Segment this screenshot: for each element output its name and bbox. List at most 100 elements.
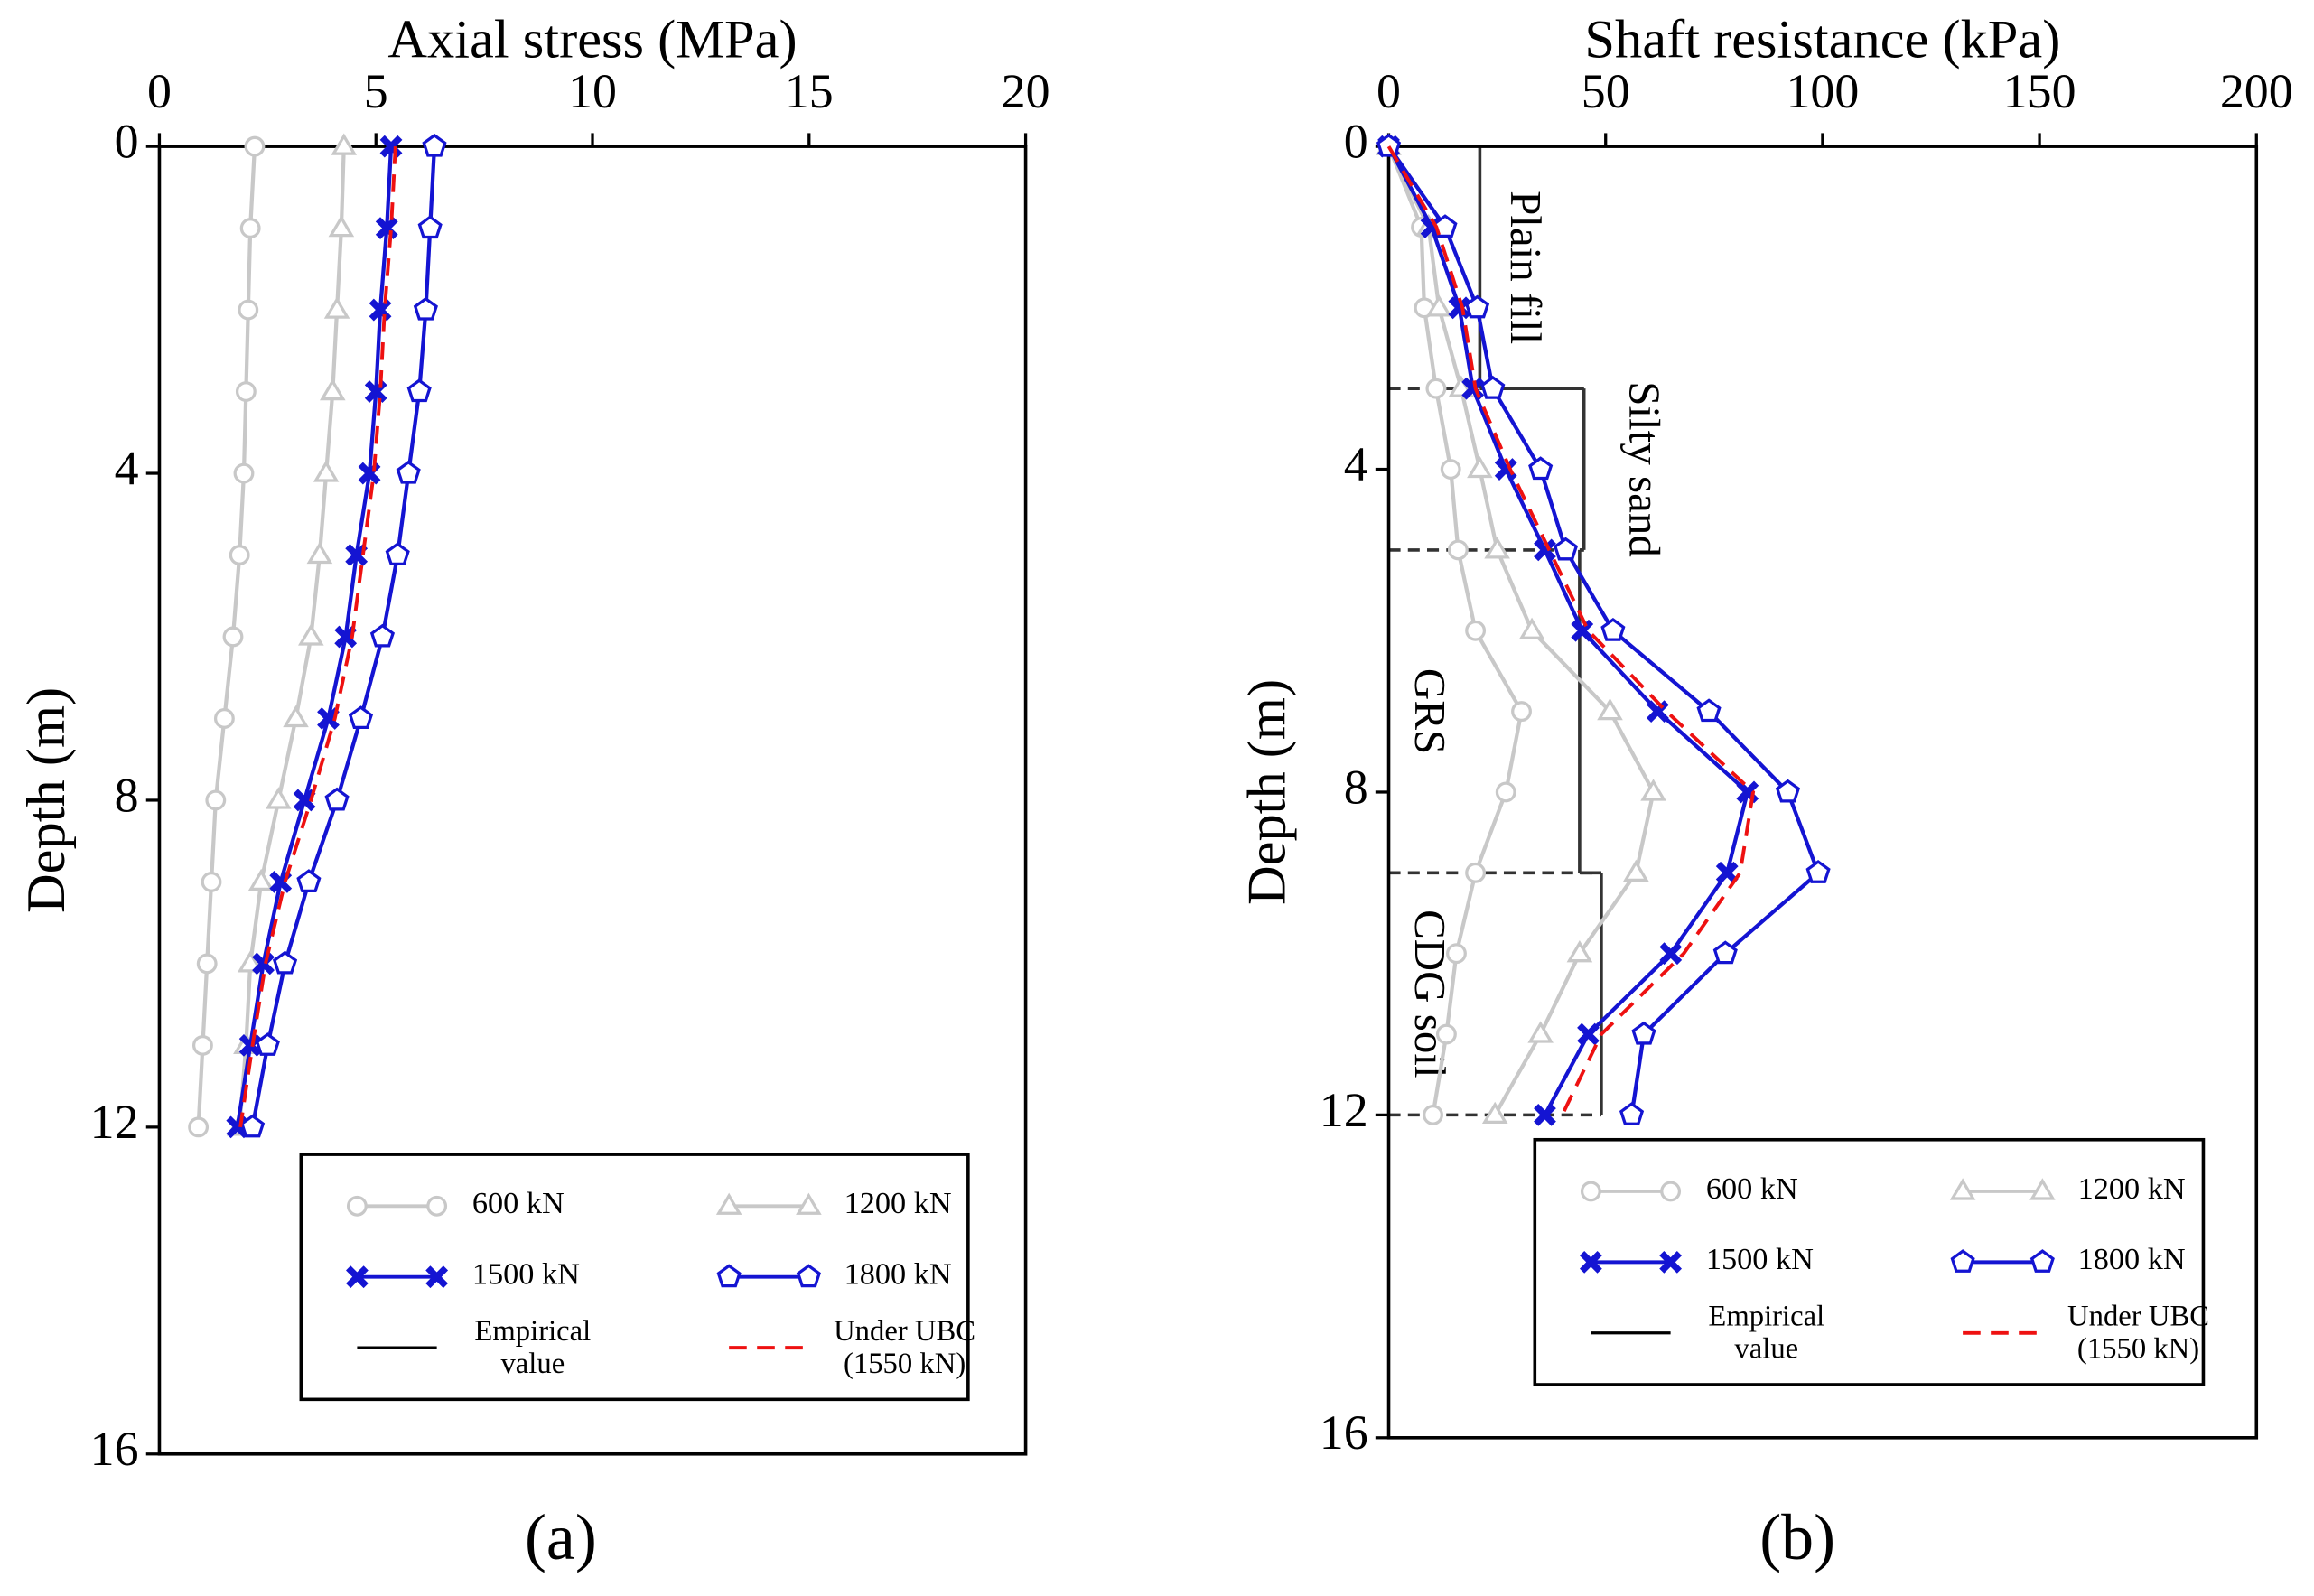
x-tick-label: 200	[2220, 64, 2293, 118]
marker	[346, 1195, 368, 1217]
legend-label: 1800 kN	[844, 1257, 952, 1292]
marker	[233, 462, 255, 484]
marker	[324, 787, 350, 811]
layer-label: GRS	[1405, 668, 1455, 754]
marker	[205, 789, 227, 811]
legend-label-text: Under UBC (1550 kN)	[834, 1315, 976, 1381]
marker	[2029, 1249, 2055, 1273]
marker	[1528, 456, 1554, 481]
x-axis-title: Shaft resistance (kPa)	[1584, 9, 2060, 70]
marker	[1640, 779, 1666, 801]
legend-label-text: Empirical value	[474, 1315, 592, 1381]
marker	[1481, 1101, 1508, 1125]
marker	[237, 950, 264, 973]
marker	[417, 215, 443, 239]
marker	[1715, 861, 1739, 884]
marker	[313, 460, 340, 482]
marker	[1376, 133, 1402, 157]
marker	[385, 542, 410, 566]
marker	[191, 1034, 213, 1056]
x-tick-label: 0	[147, 64, 172, 118]
marker	[1631, 1021, 1656, 1045]
marker	[235, 381, 257, 402]
marker	[796, 1192, 822, 1215]
marker	[1447, 539, 1469, 561]
marker	[346, 1265, 369, 1289]
x-tick-label: 100	[1786, 64, 1859, 118]
marker	[229, 545, 250, 565]
legend-label: 600 kN	[472, 1186, 565, 1220]
marker	[201, 871, 222, 892]
marker	[1597, 697, 1623, 721]
series-line	[1386, 145, 1756, 1116]
marker	[222, 626, 244, 648]
y-tick-label: 12	[1320, 1083, 1368, 1137]
layer-label: Plain fill	[1501, 191, 1551, 344]
x-tick-label: 150	[2003, 64, 2076, 118]
marker	[238, 1033, 262, 1057]
legend-label: 1200 kN	[844, 1186, 952, 1220]
marker	[1440, 459, 1461, 480]
marker	[1446, 943, 1467, 965]
marker	[1484, 537, 1510, 559]
marker	[1423, 1104, 1443, 1125]
marker	[331, 133, 358, 155]
legend-label: 1500 kN	[1706, 1242, 1814, 1276]
y-tick-label: 0	[115, 114, 139, 168]
marker	[1805, 860, 1831, 883]
x-tick-label: 20	[1002, 64, 1050, 118]
marker	[1696, 698, 1722, 723]
y-tick-label: 8	[115, 768, 139, 822]
marker	[1566, 940, 1593, 963]
marker	[422, 133, 447, 157]
y-tick-label: 4	[115, 441, 139, 495]
marker	[379, 135, 403, 158]
marker	[425, 1265, 449, 1289]
marker	[375, 217, 398, 240]
legend-label: 1500 kN	[472, 1257, 580, 1292]
marker	[319, 378, 346, 401]
marker	[213, 708, 235, 729]
marker	[239, 1114, 266, 1138]
marker	[247, 868, 275, 891]
marker	[1646, 700, 1669, 723]
panel: 0 5 10 15 20 0 4 8 12 16 Axial stress (MPa) Depth (…	[16, 9, 1050, 1573]
y-axis-title: Depth (m)	[1236, 679, 1297, 905]
marker	[296, 869, 322, 892]
x-tick-label: 0	[1376, 64, 1401, 118]
legend-label: Under UBC (1550 kN)	[834, 1315, 976, 1381]
marker	[1425, 294, 1452, 317]
marker	[1425, 378, 1447, 399]
marker	[369, 623, 396, 648]
marker	[272, 950, 298, 975]
marker	[1949, 1178, 1976, 1200]
marker	[1623, 859, 1649, 882]
marker	[328, 214, 355, 238]
marker	[715, 1192, 742, 1215]
marker	[188, 1116, 210, 1138]
marker	[1553, 537, 1579, 561]
marker	[1465, 620, 1487, 641]
marker	[244, 135, 266, 157]
y-tick-label: 8	[1344, 760, 1368, 814]
x-tick-label: 15	[785, 64, 834, 118]
marker	[1660, 1181, 1682, 1202]
marker	[426, 1195, 448, 1217]
marker	[1467, 455, 1493, 479]
legend-label: Empirical value	[1708, 1300, 1825, 1366]
y-tick-label: 4	[1344, 437, 1368, 491]
marker	[306, 541, 333, 565]
marker	[413, 296, 438, 321]
marker	[1571, 619, 1594, 642]
marker	[716, 1264, 742, 1288]
y-tick-label: 12	[90, 1095, 139, 1149]
marker	[796, 1264, 821, 1288]
legend-label: 1200 kN	[2078, 1171, 2186, 1206]
legend-label: Under UBC (1550 kN)	[2067, 1301, 2209, 1366]
marker	[1712, 940, 1738, 965]
legend-label-text: Empirical value	[1708, 1300, 1825, 1366]
y-tick-label: 16	[1320, 1405, 1368, 1460]
marker	[1435, 1023, 1457, 1045]
marker	[1659, 942, 1683, 966]
